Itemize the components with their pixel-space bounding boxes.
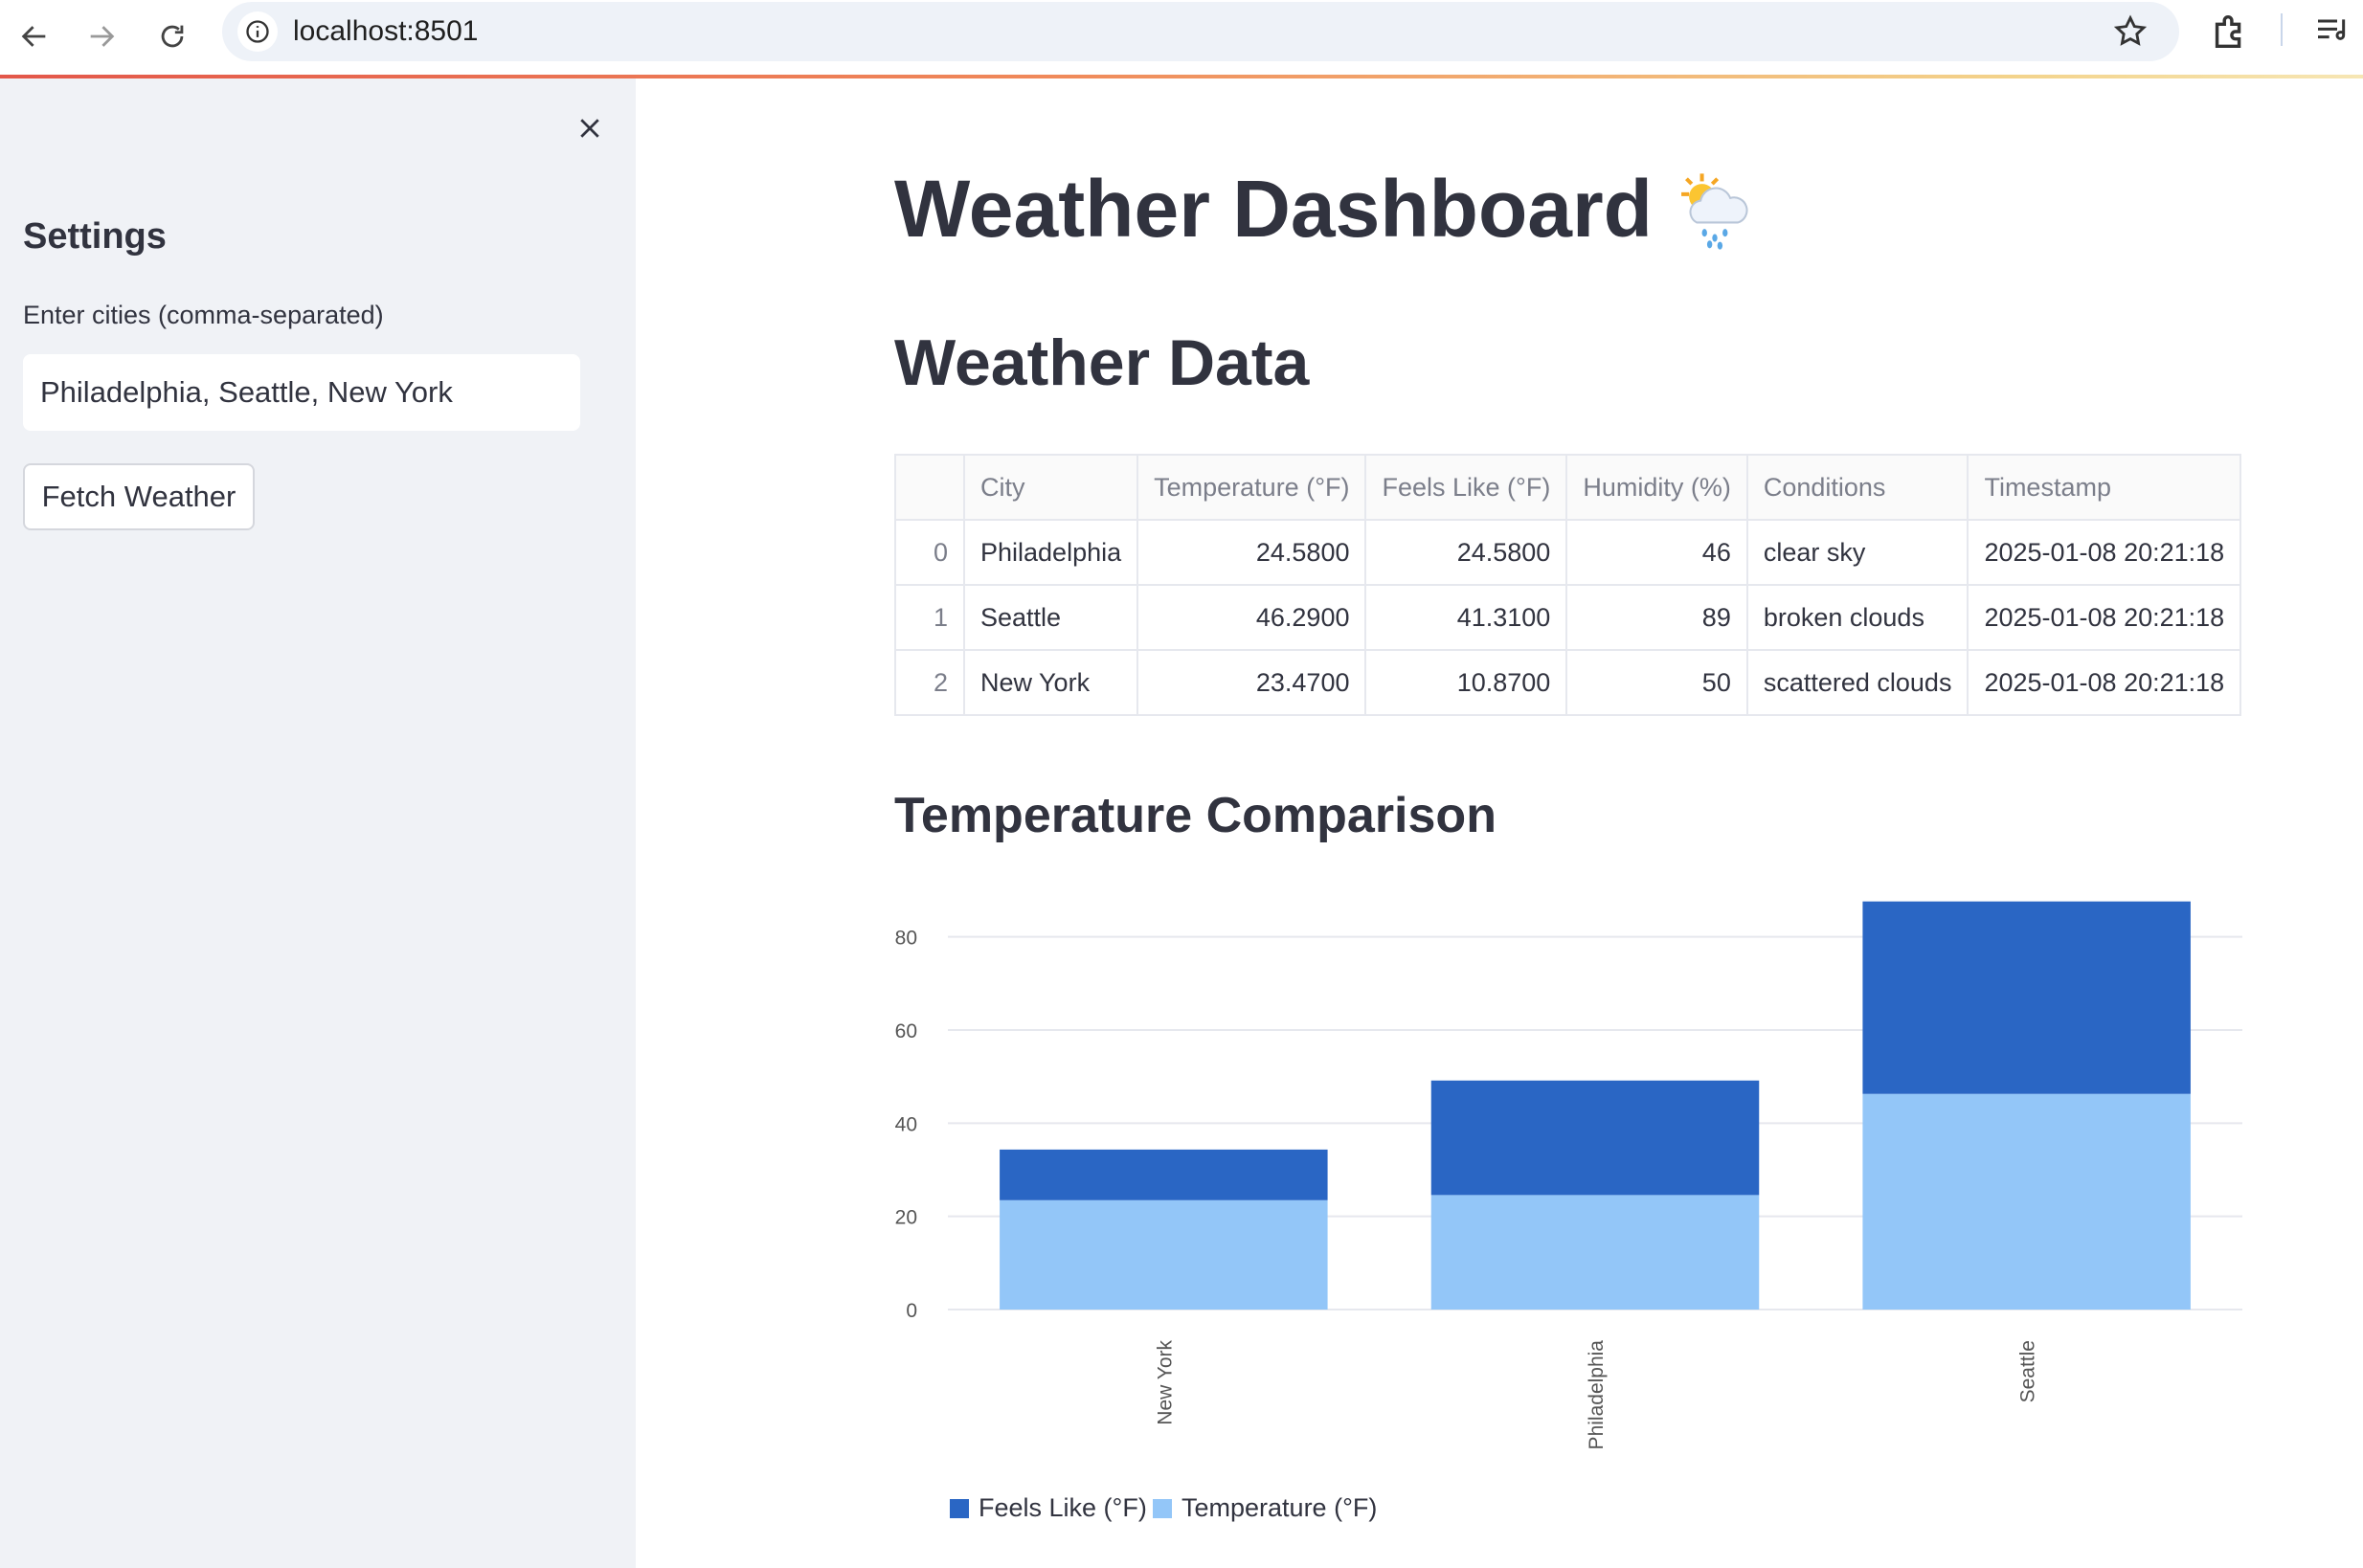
cell-temperature[interactable]: 23.4700 xyxy=(1137,650,1365,715)
y-tick-label: 40 xyxy=(895,1113,917,1135)
x-tick-label: New York xyxy=(1154,1340,1176,1425)
reload-icon xyxy=(156,20,189,53)
address-bar[interactable]: localhost:8501 xyxy=(222,2,2179,61)
close-icon xyxy=(575,114,604,143)
table-row[interactable]: 2 New York 23.4700 10.8700 50 scattered … xyxy=(895,650,2240,715)
toolbar-divider xyxy=(2281,13,2283,46)
fetch-weather-button[interactable]: Fetch Weather xyxy=(23,463,255,530)
bar-feels-like[interactable] xyxy=(1000,1150,1328,1200)
temperature-comparison-heading: Temperature Comparison xyxy=(894,787,1497,844)
y-tick-label: 60 xyxy=(895,1020,917,1042)
temperature-chart[interactable]: 0 20 40 60 80 New York Philadelphia Seattle Feel… xyxy=(862,881,2260,1551)
bar-temperature[interactable] xyxy=(1000,1200,1328,1310)
page-title: Weather Dashboard xyxy=(894,163,1756,256)
y-tick-label: 0 xyxy=(906,1300,917,1322)
cell-timestamp[interactable]: 2025-01-08 20:21:18 xyxy=(1968,650,2240,715)
cell-city[interactable]: New York xyxy=(964,650,1137,715)
legend-swatch-temperature xyxy=(1153,1499,1172,1518)
row-index: 2 xyxy=(895,650,964,715)
cell-conditions[interactable]: scattered clouds xyxy=(1747,650,1969,715)
x-tick-label: Seattle xyxy=(2017,1340,2039,1402)
cell-humidity[interactable]: 50 xyxy=(1566,650,1747,715)
cell-timestamp[interactable]: 2025-01-08 20:21:18 xyxy=(1968,520,2240,585)
page-title-text: Weather Dashboard xyxy=(894,163,1653,256)
row-index: 0 xyxy=(895,520,964,585)
table-row[interactable]: 0 Philadelphia 24.5800 24.5800 46 clear … xyxy=(895,520,2240,585)
cell-feels-like[interactable]: 41.3100 xyxy=(1365,585,1566,650)
bar-feels-like[interactable] xyxy=(1431,1081,1760,1196)
forward-icon xyxy=(85,20,118,53)
media-icon[interactable] xyxy=(2313,11,2352,50)
column-header-city[interactable]: City xyxy=(964,455,1137,520)
table-header-row: City Temperature (°F) Feels Like (°F) Hu… xyxy=(895,455,2240,520)
table-row[interactable]: 1 Seattle 46.2900 41.3100 89 broken clou… xyxy=(895,585,2240,650)
cell-humidity[interactable]: 46 xyxy=(1566,520,1747,585)
sidebar-title: Settings xyxy=(23,216,167,258)
bar-feels-like[interactable] xyxy=(1862,902,2191,1094)
legend-swatch-feels-like xyxy=(950,1499,969,1518)
column-header-humidity[interactable]: Humidity (%) xyxy=(1566,455,1747,520)
column-header-index[interactable] xyxy=(895,455,964,520)
x-tick-label: Philadelphia xyxy=(1586,1340,1608,1450)
cell-feels-like[interactable]: 10.8700 xyxy=(1365,650,1566,715)
url-text[interactable]: localhost:8501 xyxy=(293,15,478,48)
info-icon[interactable] xyxy=(237,11,278,52)
y-tick-label: 20 xyxy=(895,1207,917,1229)
cell-conditions[interactable]: broken clouds xyxy=(1747,585,1969,650)
cities-input-label: Enter cities (comma-separated) xyxy=(23,301,384,330)
column-header-conditions[interactable]: Conditions xyxy=(1747,455,1969,520)
legend-label-temperature: Temperature (°F) xyxy=(1182,1493,1377,1522)
column-header-temperature[interactable]: Temperature (°F) xyxy=(1137,455,1365,520)
cell-conditions[interactable]: clear sky xyxy=(1747,520,1969,585)
cell-humidity[interactable]: 89 xyxy=(1566,585,1747,650)
y-tick-label: 80 xyxy=(895,928,917,950)
close-sidebar-button[interactable] xyxy=(569,107,611,149)
cell-temperature[interactable]: 24.5800 xyxy=(1137,520,1365,585)
back-icon xyxy=(18,20,51,53)
column-header-feels-like[interactable]: Feels Like (°F) xyxy=(1365,455,1566,520)
cell-timestamp[interactable]: 2025-01-08 20:21:18 xyxy=(1968,585,2240,650)
cell-city[interactable]: Philadelphia xyxy=(964,520,1137,585)
weather-data-heading: Weather Data xyxy=(894,325,1309,400)
extensions-icon[interactable] xyxy=(2208,10,2252,54)
bar-temperature[interactable] xyxy=(1431,1195,1760,1310)
star-icon[interactable] xyxy=(2112,13,2149,50)
cell-feels-like[interactable]: 24.5800 xyxy=(1365,520,1566,585)
back-button[interactable] xyxy=(8,10,61,63)
cell-city[interactable]: Seattle xyxy=(964,585,1137,650)
column-header-timestamp[interactable]: Timestamp xyxy=(1968,455,2240,520)
browser-toolbar: localhost:8501 xyxy=(0,0,2363,77)
row-index: 1 xyxy=(895,585,964,650)
forward-button[interactable] xyxy=(75,10,128,63)
sun-cloud-rain-icon xyxy=(1674,168,1756,251)
legend-label-feels-like: Feels Like (°F) xyxy=(979,1493,1147,1522)
reload-button[interactable] xyxy=(146,10,199,63)
weather-table[interactable]: City Temperature (°F) Feels Like (°F) Hu… xyxy=(894,454,2241,716)
bar-temperature[interactable] xyxy=(1862,1094,2191,1310)
cell-temperature[interactable]: 46.2900 xyxy=(1137,585,1365,650)
cities-input[interactable]: Philadelphia, Seattle, New York xyxy=(23,354,580,431)
